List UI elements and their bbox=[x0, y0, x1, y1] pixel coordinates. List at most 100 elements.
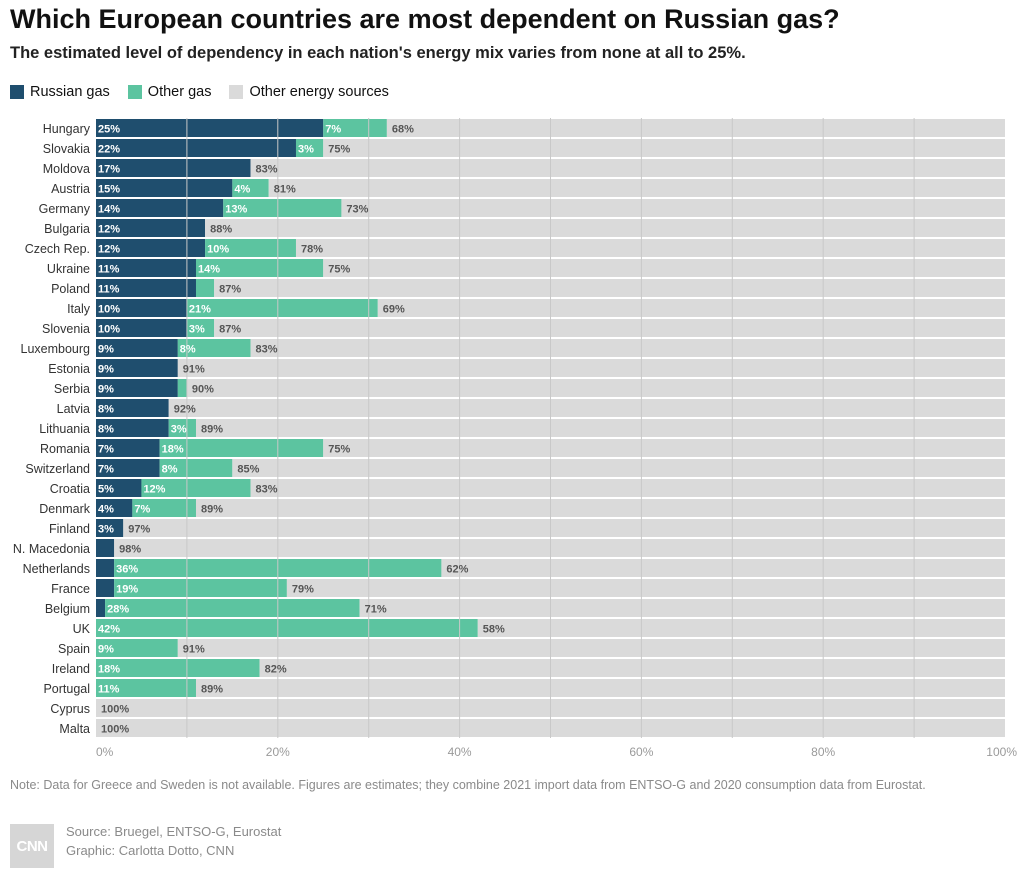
data-label: 62% bbox=[446, 564, 468, 576]
data-label: 91% bbox=[183, 644, 205, 656]
chart-subtitle: The estimated level of dependency in eac… bbox=[10, 44, 746, 62]
data-label: 8% bbox=[98, 424, 114, 436]
data-label: 87% bbox=[219, 284, 241, 296]
category-label: Cyprus bbox=[50, 702, 90, 716]
bar-russian-gas bbox=[96, 239, 206, 257]
category-label: Bulgaria bbox=[44, 222, 90, 236]
category-label: Serbia bbox=[54, 382, 90, 396]
data-label: 3% bbox=[189, 324, 205, 336]
bar-other-gas bbox=[105, 599, 360, 617]
data-label: 3% bbox=[298, 144, 314, 156]
data-label: 88% bbox=[210, 224, 232, 236]
bar-other-gas bbox=[195, 279, 215, 297]
bar-other-energy bbox=[250, 339, 1005, 357]
bar-russian-gas bbox=[96, 539, 115, 557]
bar-russian-gas bbox=[96, 159, 251, 177]
bar-other-gas bbox=[232, 179, 269, 197]
bar-other-energy bbox=[214, 319, 1006, 337]
legend-item-other-gas: Other gas bbox=[127, 84, 211, 100]
data-label: 92% bbox=[174, 404, 196, 416]
bar-other-energy bbox=[250, 159, 1005, 177]
bar-russian-gas bbox=[96, 479, 142, 497]
bar-other-gas bbox=[96, 639, 178, 657]
data-label: 73% bbox=[346, 204, 368, 216]
bar-other-energy bbox=[168, 399, 1006, 417]
bar-other-gas bbox=[177, 379, 187, 397]
x-tick-label: 0% bbox=[96, 745, 114, 759]
data-label: 75% bbox=[328, 444, 350, 456]
data-label: 22% bbox=[98, 144, 120, 156]
bar-other-energy bbox=[441, 559, 1005, 577]
bar-other-energy bbox=[259, 659, 1005, 677]
bar-other-gas bbox=[195, 259, 324, 277]
bar-russian-gas bbox=[96, 579, 115, 597]
category-label: Slovakia bbox=[43, 142, 90, 156]
category-label: France bbox=[51, 582, 90, 596]
bar-other-gas bbox=[223, 199, 342, 217]
data-label: 5% bbox=[98, 484, 114, 496]
data-label: 10% bbox=[207, 244, 229, 256]
data-label: 11% bbox=[98, 684, 120, 696]
bar-russian-gas bbox=[96, 399, 169, 417]
bar-other-gas bbox=[186, 299, 378, 317]
bar-other-energy bbox=[195, 499, 1006, 517]
data-label: 81% bbox=[274, 184, 296, 196]
data-label: 89% bbox=[201, 684, 223, 696]
category-label: Ukraine bbox=[47, 262, 90, 276]
bar-russian-gas bbox=[96, 459, 160, 477]
bar-other-gas bbox=[141, 479, 251, 497]
data-label: 75% bbox=[328, 264, 350, 276]
bar-other-energy bbox=[386, 119, 1005, 137]
category-label: Belgium bbox=[45, 602, 90, 616]
bar-other-gas bbox=[96, 619, 478, 637]
category-label: Netherlands bbox=[23, 562, 90, 576]
cnn-logo: CNN bbox=[10, 824, 54, 868]
data-label: 10% bbox=[98, 324, 120, 336]
legend-swatch-other-energy bbox=[229, 85, 244, 99]
category-label: Slovenia bbox=[42, 322, 90, 336]
bar-other-gas bbox=[295, 139, 324, 157]
bar-other-gas bbox=[159, 439, 324, 457]
data-label: 89% bbox=[201, 424, 223, 436]
data-label: 11% bbox=[98, 284, 120, 296]
category-label: Italy bbox=[67, 302, 91, 316]
bar-other-gas bbox=[159, 459, 233, 477]
data-label: 9% bbox=[98, 364, 114, 376]
data-label: 9% bbox=[98, 344, 114, 356]
data-label: 14% bbox=[198, 264, 220, 276]
data-label: 85% bbox=[237, 464, 259, 476]
chart-title: Which European countries are most depend… bbox=[10, 4, 840, 34]
data-label: 7% bbox=[98, 444, 114, 456]
data-label: 4% bbox=[98, 504, 114, 516]
bar-other-gas bbox=[132, 499, 196, 517]
data-label: 19% bbox=[116, 584, 138, 596]
bar-other-gas bbox=[96, 659, 260, 677]
data-label: 7% bbox=[325, 124, 341, 136]
bar-russian-gas bbox=[96, 219, 206, 237]
legend-label-russian-gas: Russian gas bbox=[30, 84, 110, 100]
category-label: Germany bbox=[39, 202, 91, 216]
bar-russian-gas bbox=[96, 199, 224, 217]
x-tick-label: 20% bbox=[266, 745, 290, 759]
data-label: 98% bbox=[119, 544, 141, 556]
data-label: 100% bbox=[101, 724, 129, 736]
bar-other-gas bbox=[186, 319, 215, 337]
data-label: 68% bbox=[392, 124, 414, 136]
data-label: 8% bbox=[162, 464, 178, 476]
data-label: 9% bbox=[98, 384, 114, 396]
bar-russian-gas bbox=[96, 419, 169, 437]
category-label: Austria bbox=[51, 182, 90, 196]
bar-other-energy bbox=[186, 379, 1005, 397]
category-label: Portugal bbox=[43, 682, 90, 696]
category-label: Latvia bbox=[57, 402, 90, 416]
category-label: Moldova bbox=[43, 162, 90, 176]
legend-item-other-energy: Other energy sources bbox=[229, 84, 389, 100]
x-tick-label: 100% bbox=[986, 745, 1017, 759]
bar-other-gas bbox=[96, 679, 196, 697]
bar-other-energy bbox=[214, 279, 1006, 297]
bar-other-energy bbox=[295, 239, 1006, 257]
category-label: Lithuania bbox=[39, 422, 90, 436]
bar-other-energy bbox=[341, 199, 1005, 217]
x-tick-label: 80% bbox=[811, 745, 835, 759]
bar-other-gas bbox=[177, 339, 251, 357]
